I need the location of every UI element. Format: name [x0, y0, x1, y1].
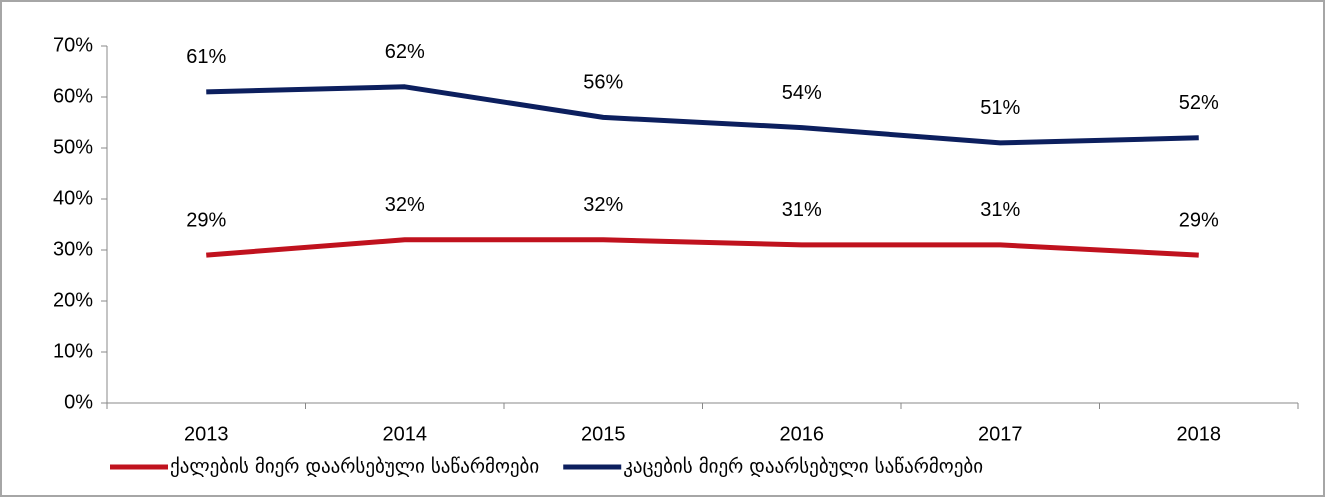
y-tick-label: 50%	[53, 136, 93, 158]
x-tick-label: 2016	[780, 423, 825, 445]
data-label: 51%	[980, 97, 1020, 119]
data-label: 62%	[385, 41, 425, 63]
x-tick-label: 2015	[581, 423, 626, 445]
x-tick-label: 2014	[383, 423, 428, 445]
data-label: 56%	[583, 72, 623, 94]
legend-label: კაცების მიერ დაარსებული საწარმოები	[623, 456, 983, 478]
data-label: 31%	[980, 199, 1020, 221]
x-tick-label: 2013	[184, 423, 229, 445]
x-tick-label: 2017	[978, 423, 1023, 445]
y-tick-label: 40%	[53, 187, 93, 209]
y-tick-label: 70%	[53, 34, 93, 56]
y-tick-label: 20%	[53, 289, 93, 311]
legend-label: ქალების მიერ დაარსებული საწარმოები	[170, 456, 539, 478]
data-label: 61%	[186, 46, 226, 68]
data-label: 54%	[782, 82, 822, 104]
y-tick-label: 0%	[64, 391, 93, 413]
series-line	[206, 84, 1199, 146]
data-label: 31%	[782, 199, 822, 221]
y-tick-label: 30%	[53, 238, 93, 260]
data-label: 32%	[583, 194, 623, 216]
data-label: 32%	[385, 194, 425, 216]
data-label: 29%	[1179, 209, 1219, 231]
data-label: 52%	[1179, 92, 1219, 114]
x-tick-label: 2018	[1177, 423, 1222, 445]
y-tick-label: 60%	[53, 85, 93, 107]
data-label: 29%	[186, 209, 226, 231]
series-line	[206, 237, 1199, 258]
y-tick-label: 10%	[53, 340, 93, 362]
